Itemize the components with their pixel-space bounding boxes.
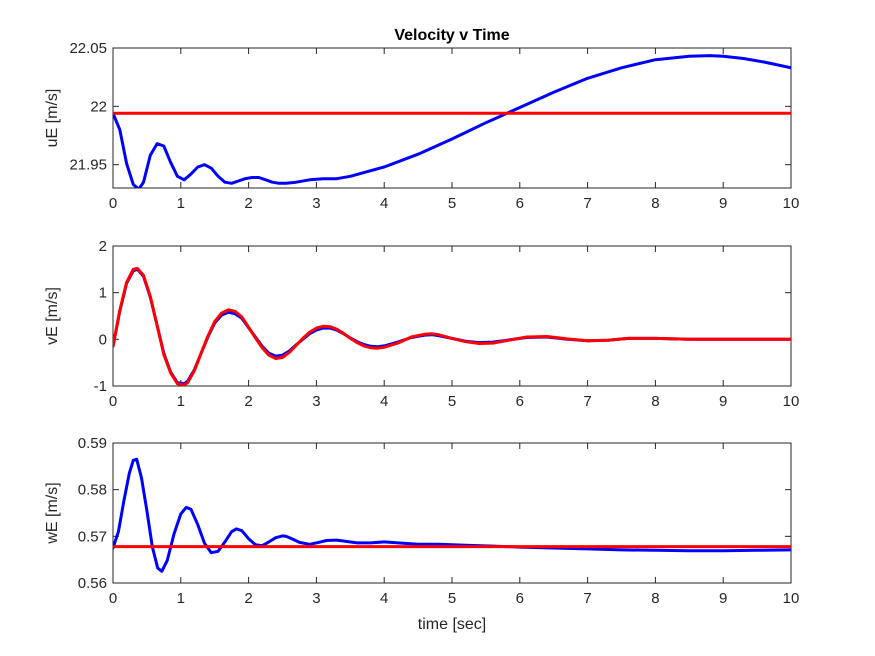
ve-xtick-label: 1 bbox=[177, 393, 185, 410]
ue-xtick-label: 1 bbox=[177, 195, 185, 212]
ve-xtick-label: 9 bbox=[719, 393, 727, 410]
axes-ue: 0 1 2 3 4 5 6 7 8 9 10 21.95 22 22.05 uE [m/s] bbox=[44, 40, 799, 212]
we-ytick-label: 0.56 bbox=[78, 575, 107, 592]
we-axes-box bbox=[112, 442, 792, 584]
ue-xtick-label: 2 bbox=[244, 195, 252, 212]
ue-ytick-label: 21.95 bbox=[69, 157, 107, 174]
ve-series-red-line bbox=[113, 266, 791, 386]
we-xtick-label: 6 bbox=[516, 590, 524, 607]
ue-xtick-label: 0 bbox=[109, 195, 117, 212]
ue-xtick-label: 10 bbox=[783, 195, 800, 212]
ue-xtick-label: 3 bbox=[312, 195, 320, 212]
ve-ytick-label: 1 bbox=[99, 285, 107, 302]
we-xtick-label: 7 bbox=[583, 590, 591, 607]
ve-xtick-label: 0 bbox=[109, 393, 117, 410]
ue-xtick-label: 5 bbox=[448, 195, 456, 212]
we-xtick-label: 1 bbox=[177, 590, 185, 607]
ue-series-blue-line bbox=[113, 54, 791, 188]
ve-ylabel: vE [m/s] bbox=[44, 287, 61, 345]
we-xtick-label: 3 bbox=[312, 590, 320, 607]
ue-xtick-label: 7 bbox=[583, 195, 591, 212]
ue-xtick-label: 9 bbox=[719, 195, 727, 212]
ve-xtick-label: 4 bbox=[380, 393, 388, 410]
ve-axes-box bbox=[112, 245, 792, 387]
ue-ytick-label: 22.05 bbox=[69, 40, 107, 57]
ue-axes-box bbox=[112, 47, 792, 189]
ve-ytick-label: 2 bbox=[99, 238, 107, 255]
ve-ytick-label: -1 bbox=[94, 378, 107, 395]
ue-xtick-label: 6 bbox=[516, 195, 524, 212]
figure-title: Velocity v Time bbox=[394, 27, 509, 44]
ve-xtick-label: 2 bbox=[244, 393, 252, 410]
ve-xtick-label: 6 bbox=[516, 393, 524, 410]
we-xlabel: time [sec] bbox=[418, 616, 486, 633]
we-xtick-label: 0 bbox=[109, 590, 117, 607]
we-xtick-label: 8 bbox=[651, 590, 659, 607]
ue-xtick-label: 8 bbox=[651, 195, 659, 212]
we-xtick-label: 4 bbox=[380, 590, 388, 607]
ve-ytick-label: 0 bbox=[99, 331, 107, 348]
ue-xtick-label: 4 bbox=[380, 195, 388, 212]
we-ytick-label: 0.59 bbox=[78, 435, 107, 452]
we-xtick-label: 10 bbox=[783, 590, 800, 607]
we-xtick-label: 5 bbox=[448, 590, 456, 607]
we-ytick-label: 0.57 bbox=[78, 528, 107, 545]
we-ylabel: wE [m/s] bbox=[44, 482, 61, 544]
we-ytick-label: 0.58 bbox=[78, 482, 107, 499]
we-xtick-label: 9 bbox=[719, 590, 727, 607]
we-xtick-label: 2 bbox=[244, 590, 252, 607]
ve-xtick-label: 5 bbox=[448, 393, 456, 410]
ve-xtick-label: 3 bbox=[312, 393, 320, 410]
axes-we: 0 1 2 3 4 5 6 7 8 9 10 0.56 0.57 0.58 0.59 wE [m/s] time… bbox=[44, 435, 799, 633]
ve-xtick-label: 8 bbox=[651, 393, 659, 410]
ue-ytick-label: 22 bbox=[90, 98, 107, 115]
ve-xtick-label: 7 bbox=[583, 393, 591, 410]
ve-xtick-label: 10 bbox=[783, 393, 800, 410]
ue-ylabel: uE [m/s] bbox=[44, 89, 61, 148]
